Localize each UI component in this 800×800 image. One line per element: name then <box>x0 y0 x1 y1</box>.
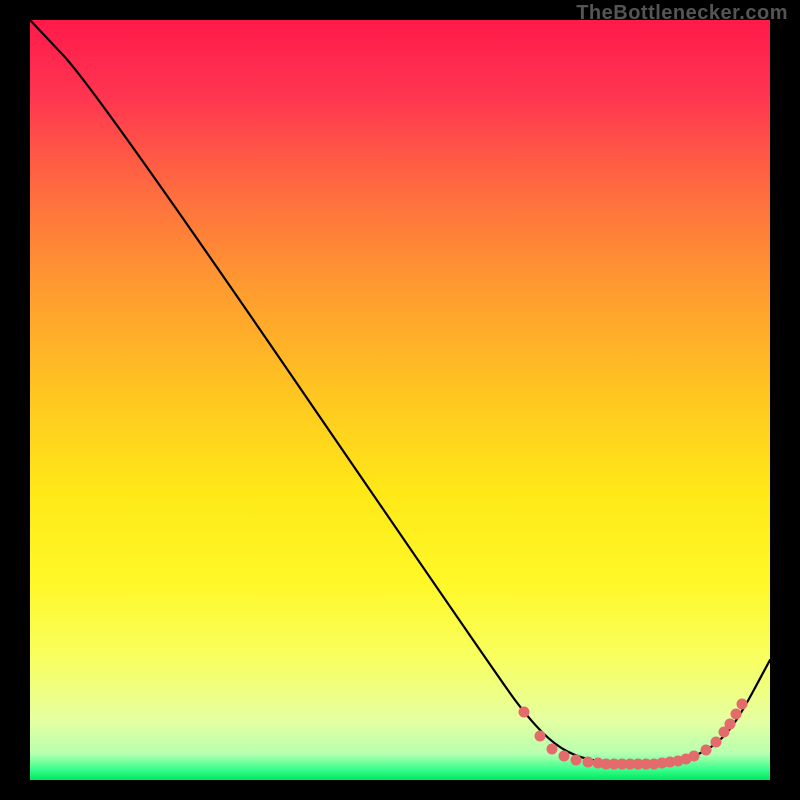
bottleneck-curve <box>30 20 770 764</box>
curve-layer <box>0 0 800 800</box>
curve-marker <box>731 709 742 720</box>
curve-marker <box>547 744 558 755</box>
curve-marker <box>535 731 546 742</box>
curve-marker <box>711 737 722 748</box>
curve-marker <box>519 707 530 718</box>
curve-marker <box>571 755 582 766</box>
curve-marker <box>725 719 736 730</box>
curve-marker <box>689 751 700 762</box>
curve-marker <box>701 745 712 756</box>
curve-marker <box>559 751 570 762</box>
curve-marker <box>737 699 748 710</box>
curve-marker <box>583 757 594 768</box>
attribution-text: TheBottlenecker.com <box>576 2 788 25</box>
chart-stage: TheBottlenecker.com <box>0 0 800 800</box>
